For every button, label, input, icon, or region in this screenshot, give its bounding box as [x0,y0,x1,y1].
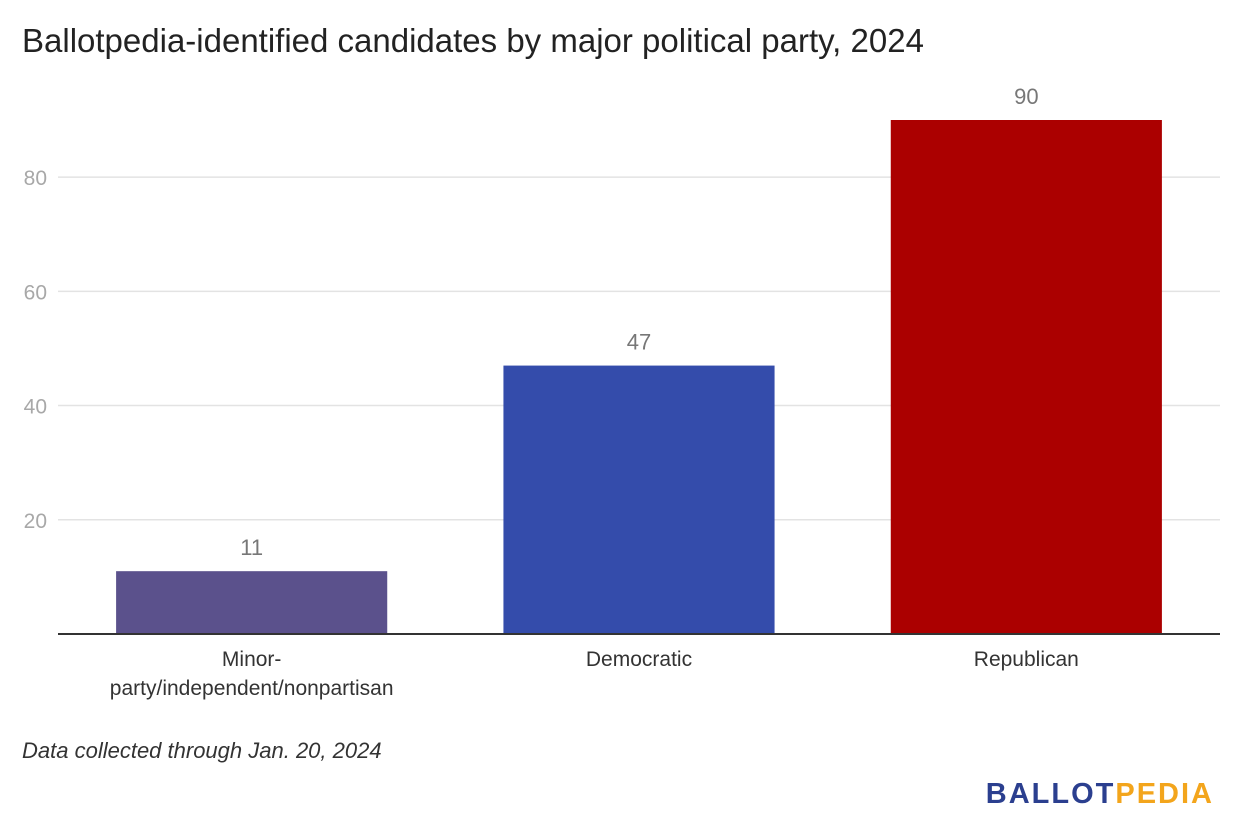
y-axis-ticks: 20 40 60 80 [24,167,47,533]
y-tick-label: 40 [24,396,47,419]
logo-part-ballot: BALLOT [985,778,1116,810]
bars [116,120,1162,634]
y-tick-label: 60 [24,281,47,304]
y-tick-label: 80 [24,167,47,190]
x-category-label: Democratic [586,648,692,671]
ballotpedia-logo: BALLOTPEDIA [986,778,1214,811]
data-label: 11 [240,535,263,560]
data-label: 47 [627,330,651,355]
bar-2 [503,365,775,634]
bar-3 [890,120,1162,634]
x-category-label: Minor-party/independent/nonpartisan [110,648,394,700]
chart-title: Ballotpedia-identified candidates by maj… [22,22,924,59]
y-tick-label: 20 [24,510,47,533]
footnote: Data collected through Jan. 20, 2024 [22,738,382,763]
x-category-label: Republican [974,648,1079,671]
x-axis-category-labels: Minor-party/independent/nonpartisan Democ… [110,648,1079,700]
x-category-label-line: Republican [974,648,1079,671]
x-category-label-line: Minor- [222,648,282,671]
data-label: 90 [1014,84,1038,109]
logo-part-pedia: PEDIA [1115,778,1214,810]
x-category-label-line: Democratic [586,648,692,671]
x-category-label-line: party/independent/nonpartisan [110,677,394,700]
data-labels: 11 47 90 [240,84,1038,560]
bar-1 [116,571,388,634]
